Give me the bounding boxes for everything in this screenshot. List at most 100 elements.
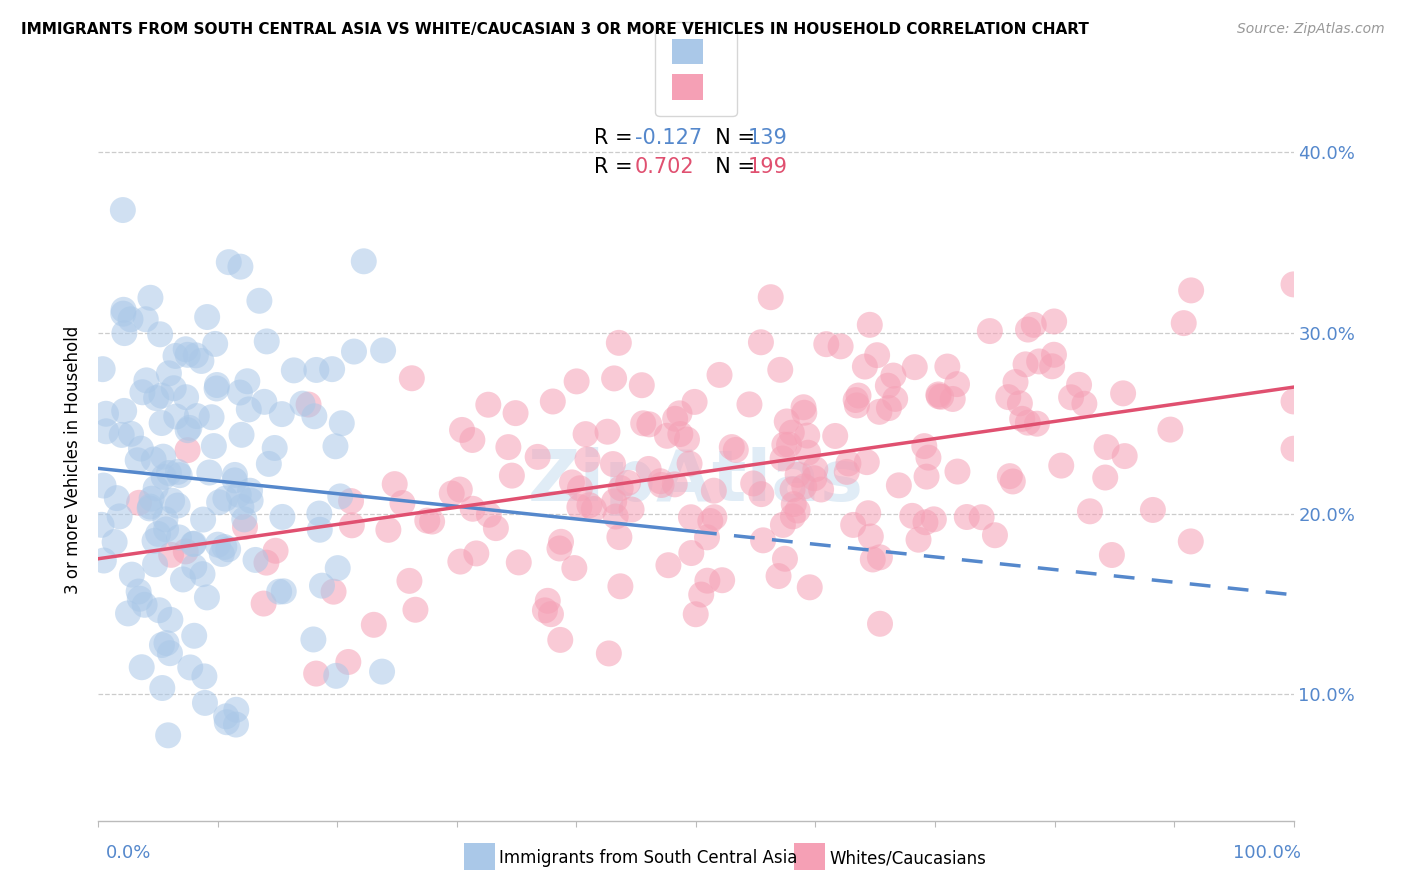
Point xyxy=(1282,442,1305,456)
Point xyxy=(330,416,353,430)
Point xyxy=(830,339,852,353)
Text: N =: N = xyxy=(702,128,762,148)
Point xyxy=(1050,458,1073,473)
Point xyxy=(796,428,818,442)
Point xyxy=(343,344,366,359)
Point xyxy=(1114,449,1136,463)
Point xyxy=(186,409,208,423)
Point xyxy=(191,512,214,526)
Point xyxy=(505,406,527,420)
Point xyxy=(1022,318,1045,332)
Point xyxy=(609,481,631,495)
Point xyxy=(596,425,619,439)
Point xyxy=(193,669,215,683)
Point xyxy=(204,337,226,351)
Point xyxy=(129,442,152,456)
Point xyxy=(568,481,591,495)
Point xyxy=(329,490,352,504)
Point xyxy=(630,378,652,392)
Point xyxy=(167,530,190,544)
Point xyxy=(269,584,291,599)
Point xyxy=(297,398,319,412)
Point xyxy=(194,696,217,710)
Point xyxy=(1095,440,1118,454)
Point xyxy=(799,580,821,594)
Point xyxy=(391,496,413,510)
Point xyxy=(145,481,167,495)
Point xyxy=(477,398,499,412)
Point xyxy=(108,509,131,524)
Text: Source: ZipAtlas.com: Source: ZipAtlas.com xyxy=(1237,22,1385,37)
Point xyxy=(485,521,508,535)
Point xyxy=(321,362,343,376)
Point xyxy=(1040,359,1063,374)
Point xyxy=(155,523,177,537)
Point xyxy=(207,538,229,552)
Point xyxy=(264,543,287,558)
Point xyxy=(602,457,624,471)
Point xyxy=(914,516,936,530)
Point xyxy=(478,508,501,522)
Point xyxy=(163,381,186,395)
Point xyxy=(773,551,796,566)
Point xyxy=(420,515,443,529)
Point xyxy=(1017,322,1039,336)
Point xyxy=(609,530,631,544)
Point xyxy=(190,354,212,368)
Point xyxy=(149,327,172,342)
Point xyxy=(253,395,276,409)
Point xyxy=(165,349,187,363)
Point xyxy=(96,425,118,439)
Point xyxy=(159,613,181,627)
Point xyxy=(238,402,260,417)
Legend: , : , xyxy=(655,21,737,117)
Point xyxy=(793,401,815,415)
Point xyxy=(131,385,153,400)
Point xyxy=(252,597,274,611)
Point xyxy=(169,468,191,483)
Point xyxy=(150,389,173,403)
Point xyxy=(776,414,799,428)
Point xyxy=(404,603,426,617)
Point xyxy=(842,517,865,532)
Point xyxy=(165,409,187,424)
Point xyxy=(135,373,157,387)
Point xyxy=(927,387,949,401)
Point xyxy=(205,378,228,392)
Point xyxy=(224,467,246,482)
Point xyxy=(664,477,686,491)
Point xyxy=(942,392,965,406)
Point xyxy=(263,441,285,455)
Point xyxy=(200,410,222,425)
Point xyxy=(780,425,803,440)
Point xyxy=(127,453,149,467)
Point xyxy=(501,468,523,483)
Point xyxy=(302,632,325,647)
Point xyxy=(565,375,588,389)
Point xyxy=(685,607,707,622)
Point xyxy=(139,500,162,514)
Point xyxy=(449,555,471,569)
Point xyxy=(678,457,700,471)
Point xyxy=(195,310,218,324)
Point xyxy=(742,476,765,491)
Point xyxy=(416,514,439,528)
Point xyxy=(247,293,270,308)
Point xyxy=(603,371,626,385)
Point xyxy=(541,394,564,409)
Text: 0.702: 0.702 xyxy=(636,157,695,177)
Point xyxy=(749,335,772,350)
Point xyxy=(772,517,794,532)
Point xyxy=(970,510,993,524)
Point xyxy=(239,493,262,508)
Point xyxy=(150,638,173,652)
Point xyxy=(1001,475,1024,489)
Point xyxy=(664,411,686,425)
Point xyxy=(93,478,115,492)
Text: N =: N = xyxy=(702,157,762,177)
Point xyxy=(1159,423,1181,437)
Point xyxy=(768,569,790,583)
Point xyxy=(617,475,640,490)
Point xyxy=(167,465,190,479)
Point xyxy=(363,617,385,632)
